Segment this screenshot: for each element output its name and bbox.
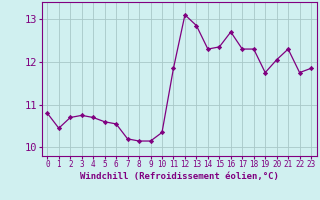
X-axis label: Windchill (Refroidissement éolien,°C): Windchill (Refroidissement éolien,°C): [80, 172, 279, 181]
